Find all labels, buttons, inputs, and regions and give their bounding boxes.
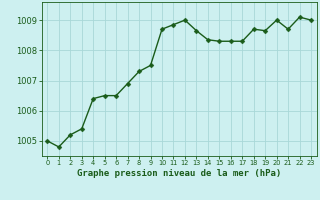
X-axis label: Graphe pression niveau de la mer (hPa): Graphe pression niveau de la mer (hPa) <box>77 169 281 178</box>
